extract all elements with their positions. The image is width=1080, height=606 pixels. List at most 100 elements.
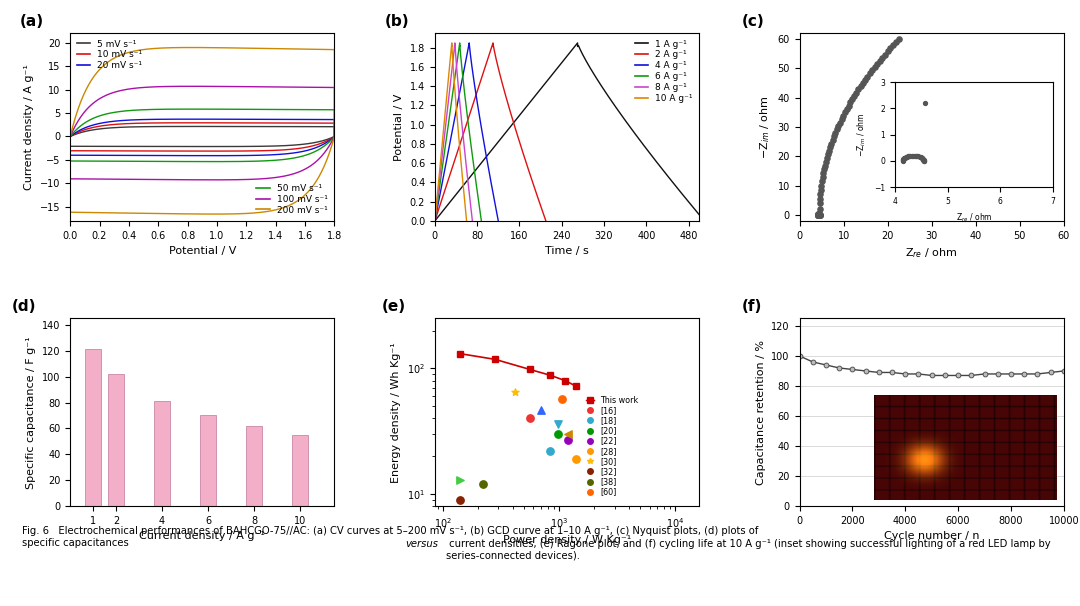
Point: [859, 72, 876, 81]
Point: [868, 59, 886, 68]
Point: [810, 210, 827, 219]
Text: versus: versus: [405, 539, 438, 550]
Point: [827, 128, 845, 138]
Bar: [200, 416, 216, 506]
Point: [810, 210, 827, 219]
Point: [823, 139, 840, 148]
Point: [861, 68, 878, 78]
Y-axis label: Capacitance retention / %: Capacitance retention / %: [756, 340, 766, 485]
Text: (f): (f): [741, 299, 761, 314]
Y-axis label: Specific capacitance / F g⁻¹: Specific capacitance / F g⁻¹: [26, 336, 37, 488]
Point: [888, 38, 905, 47]
Point: [522, 413, 539, 423]
Point: [809, 210, 826, 220]
Text: current densities, (e) Ragone plot, and (f) cycling life at 10 A g⁻¹ (inset show: current densities, (e) Ragone plot, and …: [446, 539, 1051, 561]
Point: [814, 168, 832, 178]
Point: [879, 47, 896, 56]
Text: (b): (b): [384, 14, 409, 29]
X-axis label: Current density / A g⁻¹: Current density / A g⁻¹: [139, 531, 266, 541]
Point: [840, 101, 858, 111]
Point: [825, 132, 842, 141]
Point: [809, 210, 826, 219]
Point: [811, 194, 828, 204]
Point: [818, 157, 835, 167]
Point: [809, 210, 826, 220]
Point: [810, 210, 827, 219]
Point: [811, 199, 828, 208]
Legend: 1 A g⁻¹, 2 A g⁻¹, 4 A g⁻¹, 6 A g⁻¹, 8 A g⁻¹, 10 A g⁻¹: 1 A g⁻¹, 2 A g⁻¹, 4 A g⁻¹, 6 A g⁻¹, 8 A …: [633, 38, 694, 104]
Text: Fig. 6   Electrochemical performances of BAHCGO-75//AC: (a) CV curves at 5–200 m: Fig. 6 Electrochemical performances of B…: [22, 526, 758, 548]
Point: [832, 118, 849, 127]
X-axis label: Time / s: Time / s: [545, 246, 589, 256]
Point: [820, 150, 837, 159]
Point: [813, 181, 831, 190]
Point: [854, 78, 872, 88]
Point: [870, 56, 888, 65]
Point: [811, 210, 828, 219]
Point: [881, 44, 899, 53]
Point: [816, 161, 834, 170]
Point: [852, 81, 869, 91]
Point: [814, 173, 832, 182]
Point: [507, 387, 524, 397]
Point: [812, 189, 829, 199]
Bar: [292, 435, 308, 506]
Point: [843, 95, 861, 104]
Y-axis label: Energy density / Wh Kg⁻¹: Energy density / Wh Kg⁻¹: [391, 342, 402, 482]
Point: [809, 210, 826, 219]
X-axis label: Power density / W Kg⁻¹: Power density / W Kg⁻¹: [503, 535, 631, 545]
X-axis label: Potential / V: Potential / V: [168, 246, 237, 256]
Point: [810, 210, 827, 219]
Point: [811, 204, 828, 213]
Point: [890, 35, 907, 44]
Bar: [154, 401, 171, 506]
Point: [811, 210, 828, 219]
Point: [550, 429, 567, 439]
Y-axis label: Potential / V: Potential / V: [394, 93, 404, 161]
Point: [811, 210, 828, 220]
Point: [550, 419, 567, 429]
Point: [809, 210, 826, 220]
Point: [810, 210, 827, 219]
Point: [876, 50, 893, 59]
Point: [811, 210, 828, 219]
Point: [810, 210, 827, 219]
Legend: This work, [16], [18], [20], [22], [28], [30], [32], [38], [60]: This work, [16], [18], [20], [22], [28],…: [584, 394, 640, 498]
Point: [846, 91, 863, 101]
Text: (e): (e): [382, 299, 406, 314]
Point: [819, 153, 836, 163]
Point: [542, 446, 559, 456]
Point: [810, 210, 827, 219]
Point: [811, 210, 828, 219]
Point: [568, 454, 585, 464]
Point: [874, 53, 891, 62]
Y-axis label: −Z$_{im}$ / ohm: −Z$_{im}$ / ohm: [758, 95, 772, 159]
Point: [811, 210, 828, 220]
Point: [474, 479, 491, 489]
Point: [885, 41, 902, 50]
Bar: [85, 350, 102, 506]
Point: [815, 165, 833, 175]
Text: (a): (a): [21, 14, 44, 29]
Point: [838, 104, 855, 114]
Point: [866, 62, 883, 72]
Bar: [246, 426, 262, 506]
X-axis label: Z$_{re}$ / ohm: Z$_{re}$ / ohm: [905, 246, 958, 260]
Point: [821, 146, 838, 156]
Point: [841, 98, 859, 107]
Point: [836, 108, 853, 118]
Text: (d): (d): [12, 299, 37, 314]
Point: [856, 75, 874, 85]
Point: [829, 121, 847, 131]
Point: [811, 210, 828, 220]
Bar: [108, 374, 124, 506]
Point: [559, 435, 577, 445]
Point: [811, 210, 828, 219]
Point: [810, 210, 827, 219]
Point: [559, 429, 577, 439]
Point: [822, 142, 839, 152]
Point: [813, 176, 831, 186]
Point: [810, 210, 827, 219]
Point: [451, 494, 469, 504]
Point: [451, 474, 469, 484]
